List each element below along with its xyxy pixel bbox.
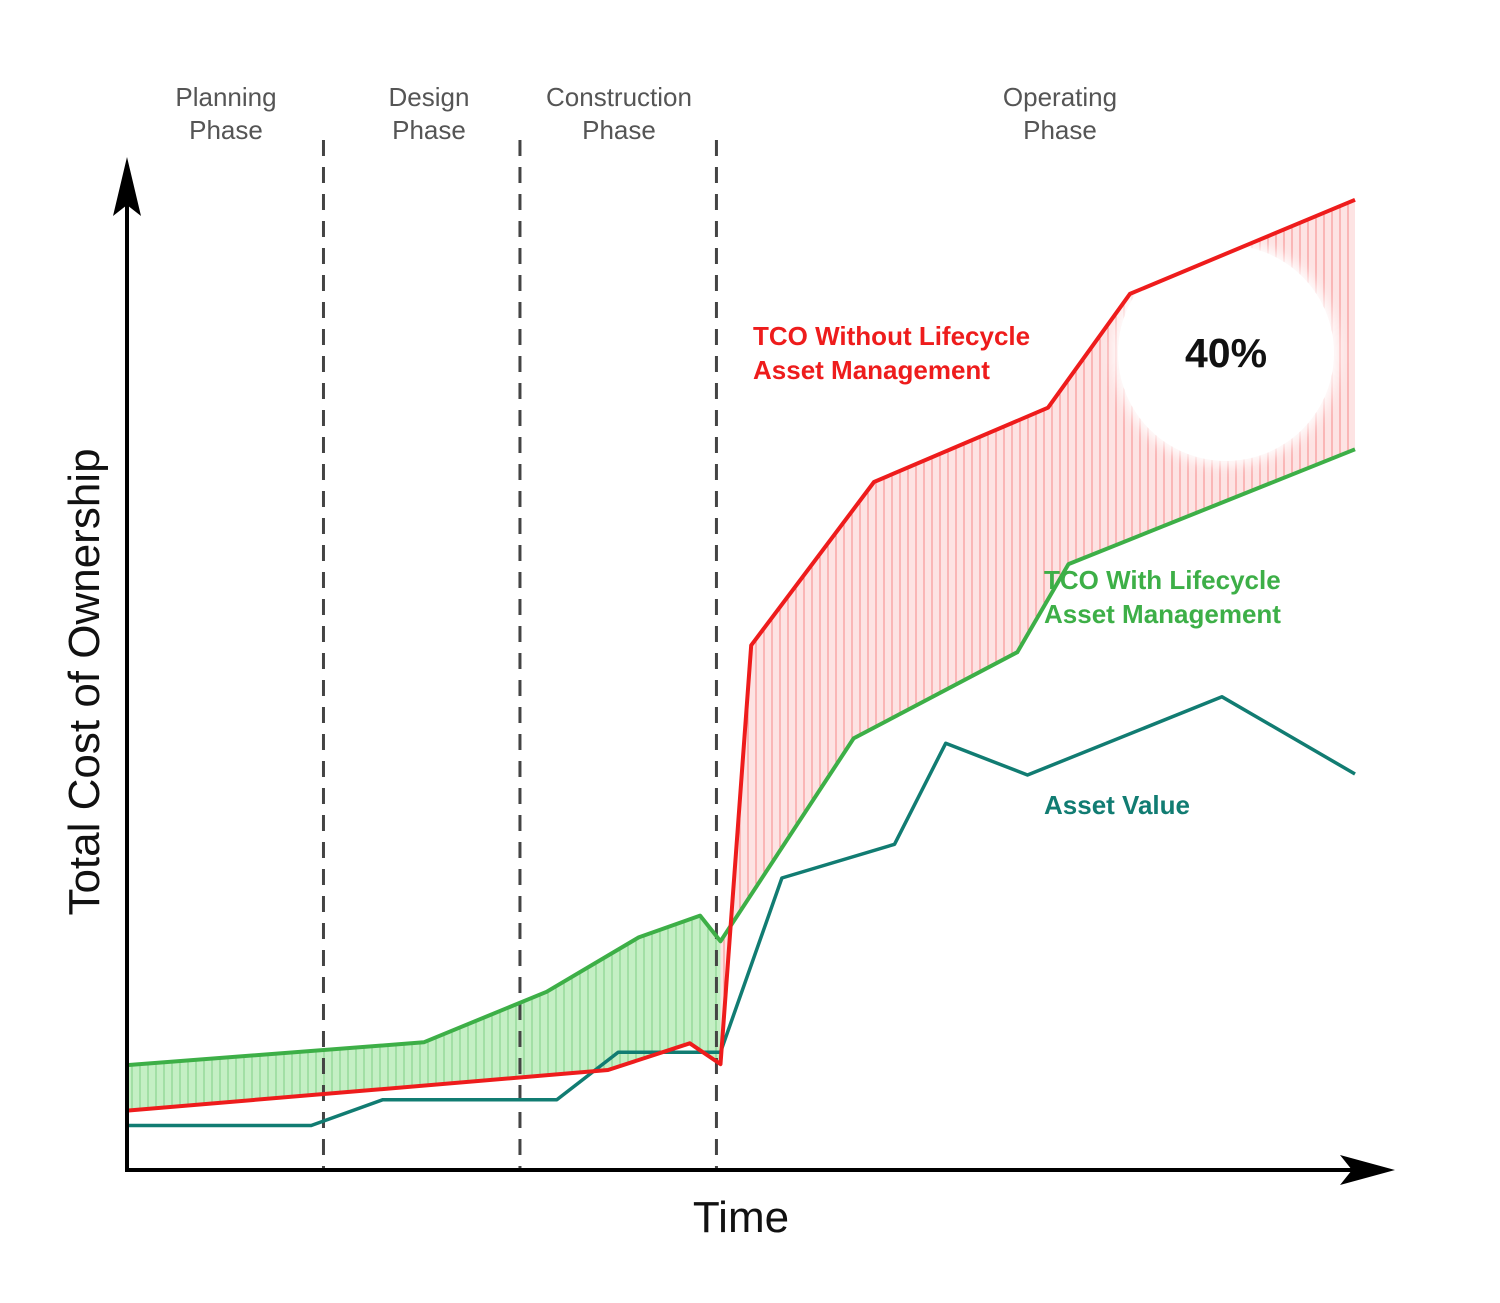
x-axis-arrow-icon: [1340, 1155, 1395, 1185]
series-label-without-line1: TCO Without Lifecycle: [753, 321, 1030, 351]
phase-label-planning: Planning: [175, 82, 276, 112]
phase-label-design: Design: [389, 82, 470, 112]
tco-with-lam-line: [126, 447, 1356, 1068]
series-label-with-line2: Asset Management: [1044, 599, 1281, 629]
y-axis-title: Total Cost of Ownership: [60, 448, 109, 915]
series-label-asset: Asset Value: [1044, 790, 1190, 820]
phase-dividers: [321, 140, 718, 1168]
savings-badge: [1118, 245, 1334, 461]
phase-sublabel-operating: Phase: [1023, 115, 1097, 145]
series-label-with-line1: TCO With Lifecycle: [1044, 565, 1281, 595]
x-axis-title: Time: [693, 1193, 789, 1242]
savings-percentage-label: 40%: [1185, 330, 1267, 376]
phase-label-operating: Operating: [1003, 82, 1117, 112]
construction-gap-area: [127, 915, 721, 1111]
series-label-without-line2: Asset Management: [753, 355, 990, 385]
asset-value-line: [127, 695, 1356, 1128]
phase-sublabel-design: Phase: [392, 115, 466, 145]
y-axis-arrow-icon: [113, 157, 141, 216]
phase-label-construction: Construction: [546, 82, 692, 112]
tco-without-lam-line: [126, 197, 1356, 1113]
phase-sublabel-construction: Phase: [582, 115, 656, 145]
phase-sublabel-planning: Phase: [189, 115, 263, 145]
